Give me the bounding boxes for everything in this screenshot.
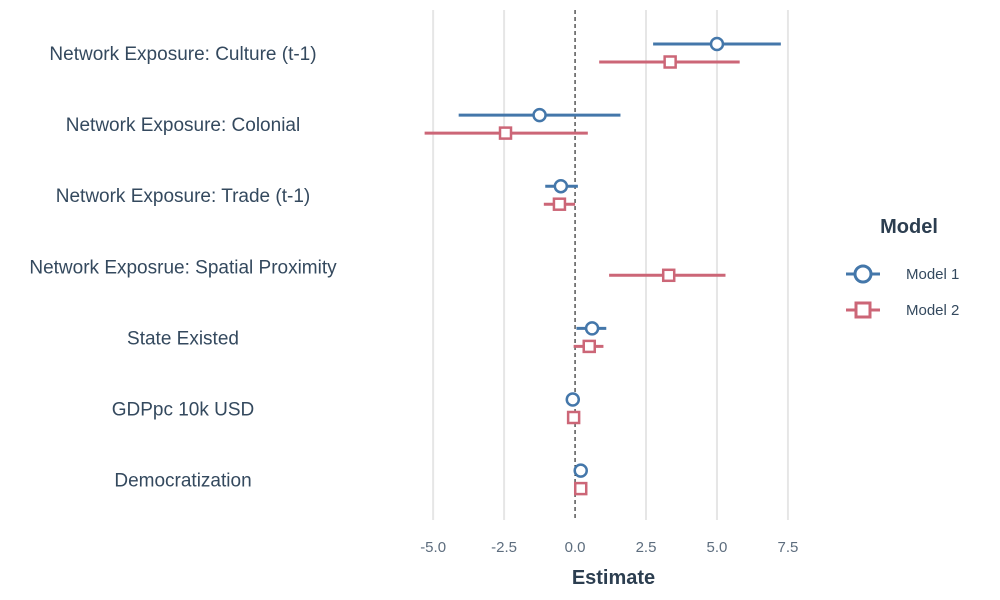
estimate-point xyxy=(553,178,569,194)
legend-item: Model 2 xyxy=(846,301,959,319)
term-label: Network Exposure: Culture (t-1) xyxy=(49,44,316,65)
term-label: State Existed xyxy=(127,328,239,349)
estimate-point xyxy=(573,481,588,496)
series-1 xyxy=(458,36,781,478)
legend-label: Model 1 xyxy=(906,266,959,283)
x-tick-label: -2.5 xyxy=(491,539,517,556)
x-tick-labels: -5.0 -2.5 0.0 2.5 5.0 7.5 xyxy=(420,539,798,556)
term-labels: Network Exposure: Culture (t-1) Network E… xyxy=(29,44,337,492)
estimate-point xyxy=(552,197,567,211)
legend-key xyxy=(854,301,872,319)
term-label: Democratization xyxy=(114,471,251,492)
legend-label: Model 2 xyxy=(906,302,959,319)
series-group xyxy=(424,36,781,496)
x-tick-label: 0.0 xyxy=(565,539,586,556)
series-2 xyxy=(424,55,740,496)
x-axis-title: Estimate xyxy=(572,567,655,589)
estimate-point xyxy=(573,463,588,478)
x-tick-label: 7.5 xyxy=(778,539,799,556)
estimate-point xyxy=(498,126,513,140)
term-label: GDPpc 10k USD xyxy=(112,400,255,421)
term-label: Network Exposrue: Spatial Proximity xyxy=(29,257,337,278)
estimate-point xyxy=(582,339,596,354)
term-label: Network Exposure: Trade (t-1) xyxy=(56,186,310,207)
estimate-point xyxy=(663,55,677,69)
estimate-point xyxy=(661,268,676,283)
x-tick-label: -5.0 xyxy=(420,539,446,556)
legend-item: Model 1 xyxy=(846,264,959,284)
legend-key xyxy=(853,264,873,284)
estimate-point xyxy=(566,410,581,425)
term-label: Network Exposure: Colonial xyxy=(66,115,300,136)
gridlines xyxy=(432,10,789,520)
estimate-point xyxy=(584,321,600,336)
estimate-point xyxy=(709,36,725,52)
legend-title: Model xyxy=(880,216,938,238)
x-tick-label: 5.0 xyxy=(707,539,728,556)
x-tick-label: 2.5 xyxy=(636,539,657,556)
estimate-point xyxy=(565,392,581,407)
legend: Model Model 1 Model 2 xyxy=(846,216,959,319)
estimate-point xyxy=(532,107,547,123)
